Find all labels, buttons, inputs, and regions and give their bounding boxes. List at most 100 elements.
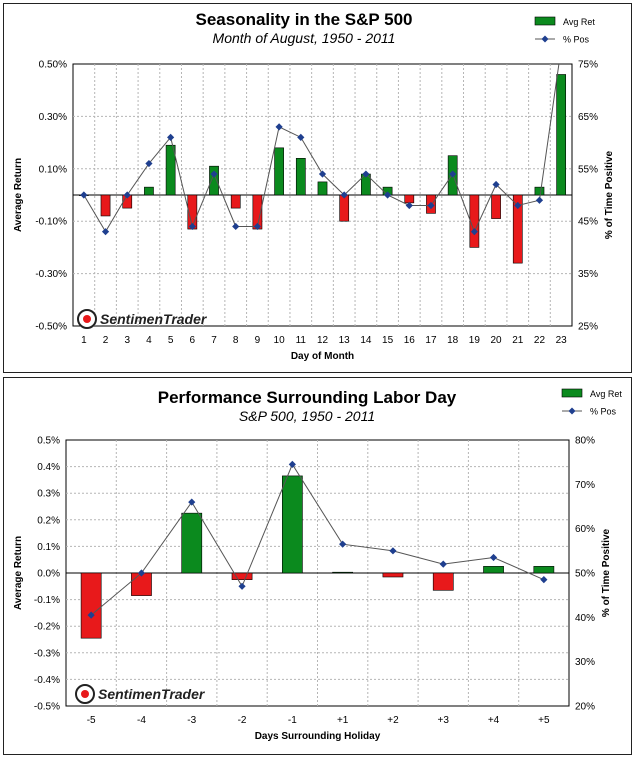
labor-x-tick-label: +4 [488,715,500,726]
aug-x-tick-label: 13 [339,335,351,346]
labor-x-tick-label: -3 [187,715,196,726]
aug-pct-pos-point-4 [145,159,153,168]
labor-y-axis-label: Average Return [13,536,24,610]
aug-y-tick-label: -0.50% [35,322,67,333]
aug-y-tick-label: -0.30% [35,269,67,280]
aug-watermark-logo: SentimenTrader [77,309,208,329]
labor-y2-axis-label: % of Time Positive [601,528,612,617]
labor-x-tick-label: -4 [137,715,146,726]
labor-y2-tick-label: 40% [575,613,595,624]
aug-pct-pos-point-3 [123,191,131,199]
aug-pct-pos-point-2 [101,228,110,236]
labor-bar--1 [281,475,303,574]
aug-pct-pos-point-6 [188,222,196,231]
aug-pct-pos-point-1 [80,191,88,199]
labor-watermark-logo: SentimenTrader [75,684,206,704]
aug-bar-21 [512,194,523,264]
labor-x-tick-label: +3 [438,715,450,726]
labor-y-tick-label: 0.2% [37,515,60,526]
aug-watermark-text: SentimenTrader [100,311,208,327]
labor-legend-pct-pos: % Pos [590,407,617,417]
chart-panel-august: Seasonality in the S&P 500 Month of Augus… [3,3,632,373]
aug-x-tick-label: 5 [168,335,174,346]
labor-y-tick-label: -0.1% [34,595,60,606]
aug-bar-22 [534,186,545,196]
labor-y-tick-label: 0.1% [37,542,60,553]
aug-bar-23 [556,74,567,196]
aug-bar-12 [317,181,328,196]
labor-title: Performance Surrounding Labor Day [158,388,457,407]
aug-y-tick-label: 0.30% [39,112,67,123]
aug-y2-axis-label: % of Time Positive [604,150,615,239]
aug-bar-2 [100,194,111,217]
aug-pct-pos-point-17 [427,201,435,210]
labor-pct-pos-point--4 [137,569,146,577]
aug-x-tick-label: 12 [317,335,329,346]
aug-x-tick-label: 6 [190,335,196,346]
aug-bar-16 [404,194,415,204]
aug-bar-8 [230,194,241,209]
aug-y2-tick-label: 75% [578,60,598,71]
labor-bar-+2 [382,572,404,578]
aug-bar-11 [295,158,306,196]
aug-legend-pct-pos: % Pos [563,35,590,45]
aug-pct-pos-point-15 [383,191,392,199]
aug-legend-bar-swatch [534,16,556,26]
aug-pct-pos-point-14 [362,170,370,178]
aug-y2-tick-label: 35% [578,269,598,280]
aug-x-tick-label: 1 [81,335,87,346]
aug-pct-pos-point-9 [253,222,262,231]
aug-pct-pos-point-16 [405,201,413,210]
labor-y-tick-label: 0.4% [37,462,60,473]
labor-y-tick-label: -0.4% [34,675,60,686]
labor-x-tick-label: +5 [538,715,550,726]
labor-legend-bar-swatch [561,388,583,398]
aug-x-tick-label: 4 [146,335,152,346]
aug-bar-13 [339,194,350,222]
aug-pct-pos-point-19 [470,228,478,236]
labor-y-tick-label: 0.5% [37,436,60,447]
labor-pct-pos-point--1 [288,460,296,468]
labor-y-tick-label: 0.3% [37,489,60,500]
aug-pct-pos-point-22 [535,196,544,204]
labor-bar-+1 [332,571,354,574]
aug-pct-pos-point-12 [318,170,327,178]
labor-pct-pos-line [90,463,545,616]
aug-x-tick-label: 22 [534,335,546,346]
labor-x-tick-label: -2 [238,715,247,726]
labor-y2-tick-label: 20% [575,702,595,713]
aug-pct-pos-point-13 [340,191,348,199]
aug-x-tick-label: 11 [296,335,307,346]
aug-legend: Avg Ret % Pos [534,16,595,45]
aug-y2-tick-label: 45% [578,217,598,228]
labor-legend-avg-ret: Avg Ret [590,389,622,399]
aug-pct-pos-point-21 [514,201,522,210]
labor-y-tick-label: -0.3% [34,648,60,659]
aug-y-axis-label: Average Return [13,158,24,232]
aug-x-tick-label: 14 [360,335,372,346]
labor-x-axis-label: Days Surrounding Holiday [255,731,381,742]
labor-y2-tick-label: 60% [575,524,595,535]
aug-bar-10 [274,147,284,196]
labor-legend: Avg Ret % Pos [561,388,622,417]
labor-bar-+3 [432,572,454,591]
labor-x-tick-label: -5 [87,715,96,726]
labor-x-tick-label: -1 [288,715,297,726]
labor-y-tick-label: -0.5% [34,702,60,713]
labor-y-tick-label: -0.2% [34,622,60,633]
labor-y-tick-label: 0.0% [37,569,60,580]
chart-panel-labor-day: Performance Surrounding Labor Day S&P 500… [3,377,632,755]
labor-watermark-icon-dot [81,690,89,698]
labor-y2-tick-label: 80% [575,436,595,447]
aug-watermark-icon-dot [83,315,91,323]
aug-x-tick-label: 16 [404,335,416,346]
aug-bar-20 [491,194,501,219]
aug-x-tick-label: 18 [447,335,459,346]
aug-bar-19 [469,194,480,248]
labor-legend-marker-swatch [568,407,576,415]
aug-bar-4 [144,186,154,196]
aug-x-tick-label: 20 [491,335,503,346]
labor-subtitle: S&P 500, 1950 - 2011 [239,408,375,424]
